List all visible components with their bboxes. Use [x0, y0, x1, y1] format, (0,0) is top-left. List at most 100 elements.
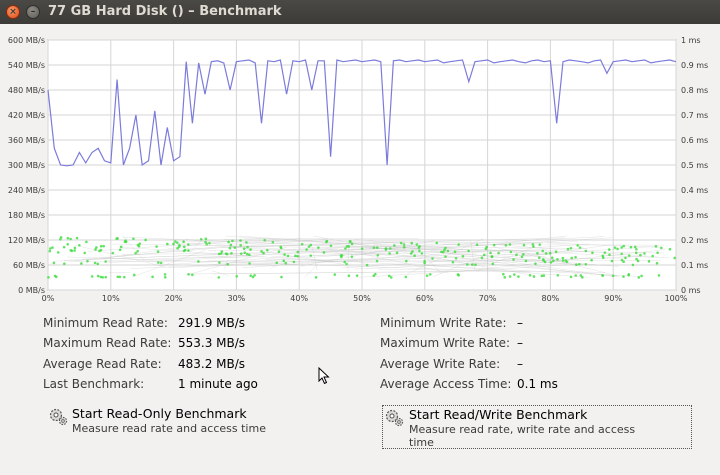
access-point: [541, 249, 545, 253]
access-point: [423, 259, 426, 263]
access-point: [655, 261, 659, 265]
access-point: [574, 255, 577, 259]
access-point: [574, 274, 578, 277]
access-point: [136, 243, 140, 247]
access-point: [668, 247, 672, 251]
access-point: [344, 247, 347, 250]
access-point: [613, 246, 617, 249]
access-point: [245, 241, 248, 244]
seek-path: [201, 256, 265, 258]
access-point: [590, 258, 593, 262]
access-point: [174, 240, 177, 243]
access-point: [286, 254, 290, 258]
access-point: [340, 254, 344, 257]
access-point: [635, 247, 638, 251]
access-point: [119, 245, 123, 249]
access-point: [673, 256, 676, 260]
start-read-write-benchmark-button[interactable]: Start Read/Write Benchmark Measure read …: [382, 405, 692, 449]
access-point: [543, 260, 547, 264]
access-point: [556, 258, 559, 261]
chart-grid: [47, 39, 677, 291]
seek-path: [271, 263, 285, 268]
access-point: [541, 258, 545, 261]
access-point: [446, 249, 450, 253]
access-point: [634, 251, 638, 255]
access-point: [549, 261, 553, 264]
access-point: [309, 254, 313, 257]
seek-path: [117, 246, 344, 263]
access-point: [245, 252, 249, 256]
minimize-icon: –: [30, 7, 36, 17]
access-point: [515, 253, 518, 257]
access-point: [384, 248, 388, 251]
access-point: [404, 275, 408, 279]
seek-path: [373, 243, 567, 265]
seek-path: [213, 270, 458, 275]
access-point: [104, 260, 107, 263]
access-point: [156, 261, 160, 264]
access-point: [283, 253, 286, 256]
seek-path: [468, 244, 611, 265]
access-point: [296, 254, 300, 258]
access-point: [118, 248, 122, 252]
seek-path: [361, 253, 448, 273]
access-point: [647, 260, 651, 263]
right-tick-label: 0.1 ms: [681, 261, 708, 270]
access-point: [575, 263, 578, 267]
access-point: [561, 259, 565, 262]
access-point: [508, 243, 512, 246]
close-window-button[interactable]: ×: [6, 5, 20, 19]
access-point: [242, 247, 246, 251]
access-point: [317, 246, 320, 249]
right-tick-label: 0.8 ms: [681, 86, 708, 95]
access-point: [388, 252, 391, 255]
x-tick-label: 50%: [353, 294, 371, 303]
access-point: [329, 244, 333, 248]
access-point: [492, 243, 496, 247]
access-point: [629, 245, 633, 249]
right-tick-label: 1 ms: [681, 36, 701, 45]
read-rate-series: [47, 59, 677, 167]
access-point: [116, 275, 120, 279]
access-point: [372, 246, 376, 249]
access-point: [508, 275, 512, 278]
access-point: [607, 248, 611, 251]
left-tick-label: 420 MB/s: [8, 111, 45, 120]
access-point: [333, 273, 337, 276]
access-point: [627, 273, 630, 277]
seek-path: [310, 259, 641, 277]
access-point: [156, 250, 160, 253]
left-tick-label: 360 MB/s: [8, 136, 45, 145]
access-point: [522, 253, 525, 256]
window-titlebar: × – 77 GB Hard Disk () – Benchmark: [0, 0, 720, 24]
minimize-window-button[interactable]: –: [26, 5, 40, 19]
max-write-value: –: [517, 336, 523, 350]
access-point: [503, 276, 507, 279]
access-point: [349, 240, 352, 243]
access-point: [228, 246, 232, 250]
access-point: [85, 240, 88, 244]
access-point: [197, 260, 200, 263]
access-point: [93, 261, 97, 265]
access-point: [461, 255, 465, 258]
access-point: [151, 275, 154, 279]
access-point: [182, 240, 185, 244]
access-point: [248, 262, 251, 265]
access-point: [538, 243, 542, 246]
access-point: [217, 276, 221, 279]
access-point: [465, 263, 469, 266]
access-point: [418, 245, 421, 248]
x-tick-label: 30%: [228, 294, 246, 303]
access-point: [263, 238, 267, 242]
access-point: [159, 261, 163, 265]
start-read-only-benchmark-button[interactable]: Start Read-Only Benchmark Measure read r…: [48, 406, 348, 440]
access-point: [415, 243, 419, 246]
access-point: [388, 247, 392, 250]
access-point: [405, 259, 408, 263]
access-point: [280, 275, 283, 279]
left-tick-label: 0 MB/s: [18, 286, 45, 295]
access-point: [584, 249, 588, 253]
access-point: [314, 276, 318, 279]
seek-path: [186, 247, 287, 276]
right-tick-label: 0.7 ms: [681, 111, 708, 120]
